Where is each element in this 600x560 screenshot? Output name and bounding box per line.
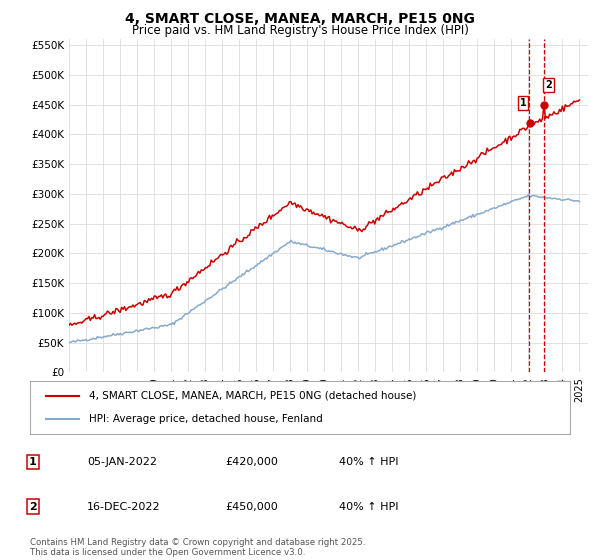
Text: Contains HM Land Registry data © Crown copyright and database right 2025.
This d: Contains HM Land Registry data © Crown c… xyxy=(30,538,365,557)
Text: 2: 2 xyxy=(29,502,37,512)
Text: 4, SMART CLOSE, MANEA, MARCH, PE15 0NG (detached house): 4, SMART CLOSE, MANEA, MARCH, PE15 0NG (… xyxy=(89,391,417,401)
Text: 4, SMART CLOSE, MANEA, MARCH, PE15 0NG: 4, SMART CLOSE, MANEA, MARCH, PE15 0NG xyxy=(125,12,475,26)
Text: HPI: Average price, detached house, Fenland: HPI: Average price, detached house, Fenl… xyxy=(89,414,323,424)
Text: 1: 1 xyxy=(29,457,37,467)
Text: 2: 2 xyxy=(545,80,551,90)
Text: £420,000: £420,000 xyxy=(225,457,278,467)
Text: 16-DEC-2022: 16-DEC-2022 xyxy=(87,502,161,512)
Text: 40% ↑ HPI: 40% ↑ HPI xyxy=(339,457,398,467)
Text: £450,000: £450,000 xyxy=(225,502,278,512)
Text: 40% ↑ HPI: 40% ↑ HPI xyxy=(339,502,398,512)
Text: 05-JAN-2022: 05-JAN-2022 xyxy=(87,457,157,467)
Text: 1: 1 xyxy=(520,98,527,108)
Text: Price paid vs. HM Land Registry's House Price Index (HPI): Price paid vs. HM Land Registry's House … xyxy=(131,24,469,36)
